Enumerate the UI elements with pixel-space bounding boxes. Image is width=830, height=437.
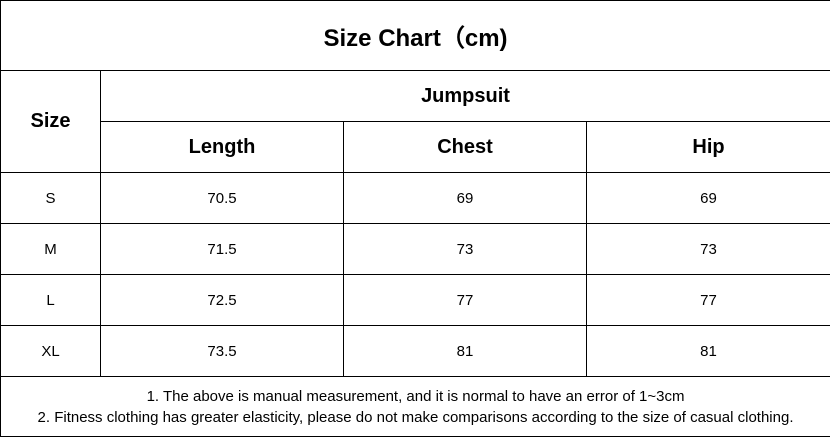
column-header: Length [100,121,344,173]
value-cell: 70.5 [100,172,344,224]
value-cell: 69 [585,172,830,224]
column-header: Chest [343,121,587,173]
note: 2. Fitness clothing has greater elastici… [37,408,794,426]
size-cell: L [0,274,101,326]
value-cell: 69 [343,172,587,224]
value-cell: 77 [585,274,830,326]
value-cell: 71.5 [100,223,344,275]
value-cell: 73.5 [100,325,344,377]
value-cell: 81 [585,325,830,377]
group-header: Jumpsuit [99,70,830,122]
value-cell: 81 [343,325,587,377]
value-cell: 77 [343,274,587,326]
data-row: M 71.5 73 73 [0,223,830,275]
header-row: Size Jumpsuit [0,70,830,173]
value-cell: 73 [585,223,830,275]
data-row: XL 73.5 81 81 [0,325,830,377]
column-header: Hip [585,121,830,173]
data-row: S 70.5 69 69 [0,172,830,224]
title-row: Size Chart（cm) [0,0,830,71]
column-header-row: Length Chest Hip [1,121,830,173]
value-cell: 73 [343,223,587,275]
value-cell: 72.5 [100,274,344,326]
size-cell: M [0,223,101,275]
title: Size Chart（cm) [0,0,830,71]
size-cell: XL [0,325,101,377]
notes: 1. The above is manual measurement, and … [0,376,830,437]
size-cell: S [0,172,101,224]
note: 1. The above is manual measurement, and … [146,387,685,405]
data-row: L 72.5 77 77 [0,274,830,326]
size-header: Size [0,70,101,173]
notes-row: 1. The above is manual measurement, and … [0,376,830,437]
